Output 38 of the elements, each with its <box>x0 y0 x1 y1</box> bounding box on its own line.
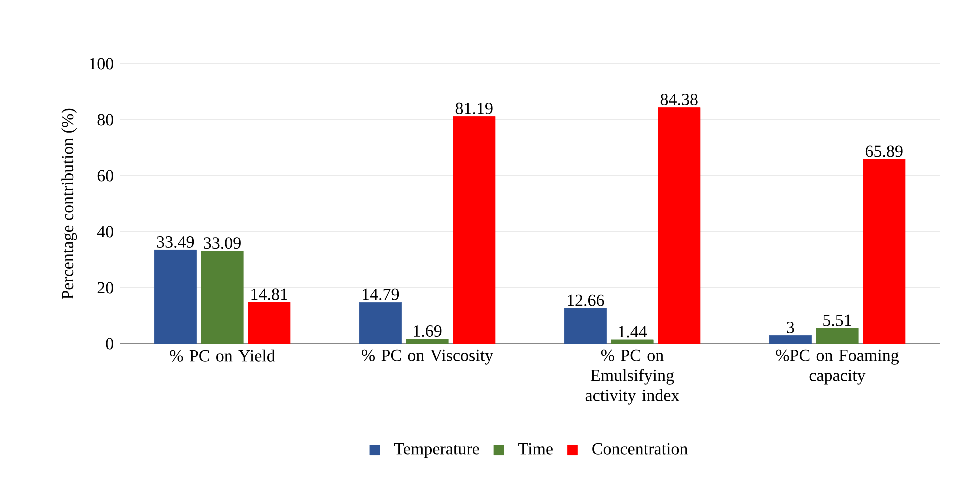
data-label: 33.49 <box>157 236 194 248</box>
bar <box>769 335 812 344</box>
bar <box>658 108 701 344</box>
data-label: 81.19 <box>456 102 493 114</box>
bar <box>154 250 197 344</box>
bar <box>816 328 859 344</box>
y-tick-label: 80 <box>98 114 114 126</box>
legend-label: Temperature <box>394 443 480 458</box>
y-tick-label: 40 <box>97 226 114 238</box>
data-label: 5.51 <box>824 314 852 326</box>
bar <box>453 116 496 344</box>
data-label: 3 <box>787 322 794 334</box>
data-label: 12.66 <box>568 294 604 306</box>
bar <box>406 339 449 344</box>
data-label: 1.69 <box>414 326 442 338</box>
bar <box>611 340 654 344</box>
data-label: 14.79 <box>363 288 400 300</box>
x-tick-label: %PC on Foaming capacity <box>776 350 900 385</box>
y-tick-label: 60 <box>98 170 114 182</box>
data-label: 33.09 <box>204 238 241 250</box>
x-tick-label: % PC on Emulsifying activity index <box>586 350 680 405</box>
bar <box>359 302 402 344</box>
bar <box>564 308 607 344</box>
legend-label: Concentration <box>592 443 688 455</box>
x-tick-label: % PC on Yield <box>170 350 276 362</box>
data-label: 84.38 <box>660 94 698 106</box>
y-axis-title: Percentage contribution (%) <box>62 108 78 300</box>
y-tick-label: 100 <box>90 58 114 70</box>
bar <box>248 302 291 344</box>
data-label: 14.81 <box>252 288 288 300</box>
data-label: 65.89 <box>866 146 903 158</box>
legend-label: Time <box>518 443 553 455</box>
x-tick-label: % PC on Viscosity <box>362 350 494 365</box>
y-tick-label: 0 <box>106 338 114 350</box>
bar <box>863 159 906 344</box>
y-tick-label: 20 <box>98 282 114 294</box>
bar <box>201 251 244 344</box>
data-label: 1.44 <box>619 326 648 338</box>
